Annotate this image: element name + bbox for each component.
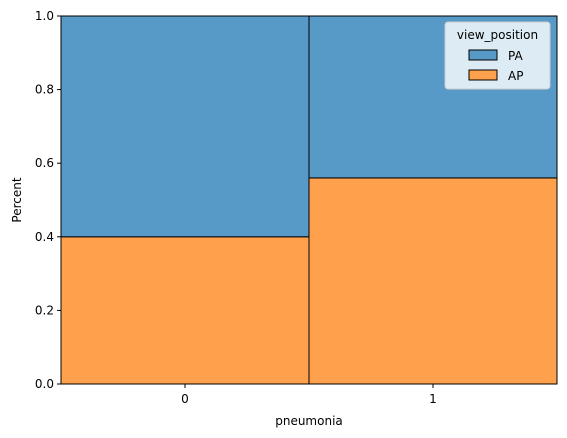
bar-pa-0 xyxy=(60,15,310,238)
legend-title: view_position xyxy=(457,28,538,42)
bar-ap-0 xyxy=(60,236,310,385)
legend-swatch-ap xyxy=(468,69,498,81)
y-tick-label: 0.0 xyxy=(35,377,54,391)
axes-frame xyxy=(60,15,558,385)
y-tick-label: 0.4 xyxy=(35,230,54,244)
x-tick-label: 0 xyxy=(181,392,189,406)
y-axis: 0.0 0.2 0.4 0.6 0.8 1.0 xyxy=(35,9,61,391)
y-tick-label: 0.6 xyxy=(35,156,54,170)
legend-label-ap: AP xyxy=(508,69,523,83)
bars-group xyxy=(60,15,558,385)
legend-items: PA AP xyxy=(468,49,523,83)
y-tick-label: 0.8 xyxy=(35,83,54,97)
legend-label-pa: PA xyxy=(508,49,523,63)
y-tick-label: 1.0 xyxy=(35,9,54,23)
x-tick-label: 1 xyxy=(429,392,437,406)
legend-swatch-pa xyxy=(468,49,498,61)
bar-ap-1 xyxy=(308,177,558,385)
y-axis-label: Percent xyxy=(10,177,24,222)
x-axis-label: pneumonia xyxy=(275,414,343,428)
legend: view_position PA AP xyxy=(444,21,551,90)
y-tick-label: 0.2 xyxy=(35,303,54,317)
